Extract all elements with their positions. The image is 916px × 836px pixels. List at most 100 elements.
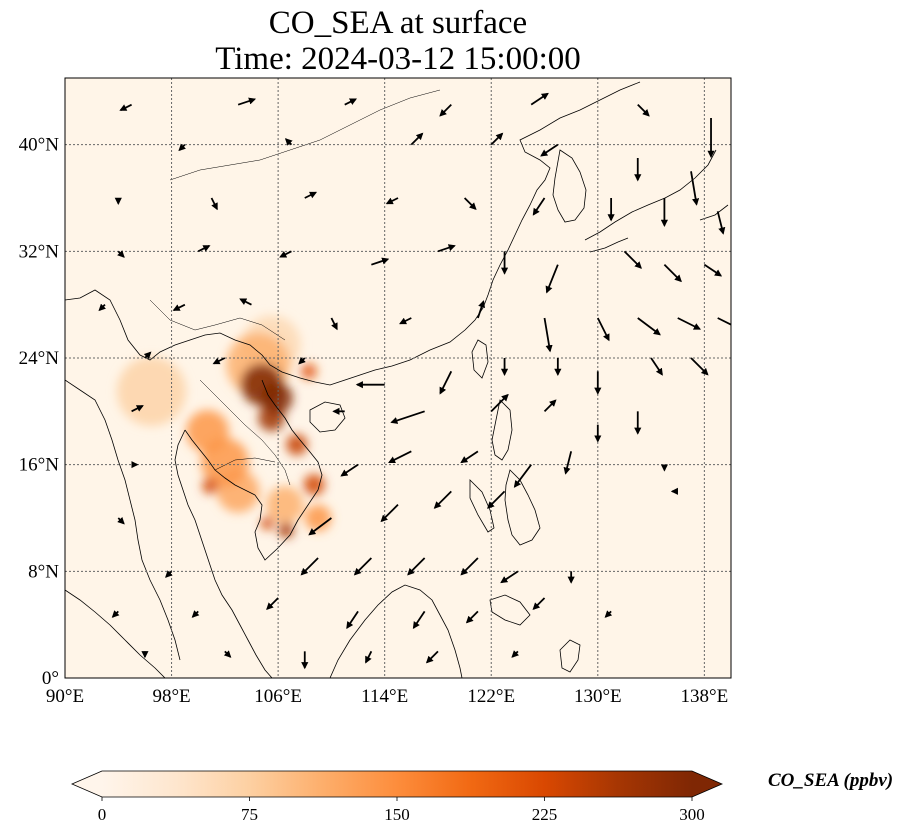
wind-arrow: [304, 191, 318, 199]
wind-arrow: [716, 211, 726, 235]
wind-arrow: [210, 197, 218, 211]
wind-arrow: [390, 410, 425, 424]
wind-arrow: [511, 650, 519, 658]
lon-tick-label: 98°E: [152, 686, 190, 707]
lon-tick-label: 138°E: [681, 686, 729, 707]
lon-tick-label: 114°E: [361, 686, 408, 707]
wind-arrow: [596, 317, 610, 342]
wind-arrow: [460, 557, 479, 576]
wind-arrow: [532, 197, 546, 216]
colorbar-extend-min: [72, 771, 102, 797]
wind-arrow: [545, 264, 559, 294]
wind-arrow: [650, 357, 663, 376]
wind-arrow: [191, 610, 200, 618]
co-hotspot: [202, 478, 219, 494]
wind-arrow: [425, 650, 439, 664]
wind-arrow: [433, 490, 452, 509]
wind-arrow: [543, 317, 553, 353]
wind-arrow: [563, 451, 573, 475]
wind-arrow: [340, 463, 359, 477]
wind-arrow: [178, 143, 186, 152]
co-concentration-field: [116, 315, 332, 538]
wind-arrow: [477, 300, 486, 319]
co-hotspot: [260, 516, 275, 530]
wind-arrow: [690, 357, 709, 376]
wind-arrow: [439, 370, 453, 395]
wind-arrow: [490, 132, 504, 146]
wind-arrow: [388, 450, 412, 464]
wind-arrow: [385, 197, 399, 205]
co-hotspot: [300, 363, 317, 380]
wind-arrow: [98, 303, 107, 312]
colorbar-tick-label: 300: [679, 805, 705, 824]
lat-tick-label: 8°N: [28, 561, 59, 582]
lat-tick-label: 0°: [42, 668, 59, 689]
colorbar-gradient: [102, 771, 692, 797]
wind-arrow: [637, 317, 661, 336]
wind-arrow: [637, 104, 650, 117]
wind-arrow: [353, 557, 372, 576]
wind-arrow: [407, 557, 426, 576]
wind-arrow: [513, 464, 532, 488]
wind-arrow: [543, 399, 557, 412]
wind-arrow: [298, 356, 306, 365]
lat-tick-label: 40°N: [19, 135, 60, 156]
wind-arrow: [465, 610, 479, 624]
longitude-axis: 90°E 98°E 106°E 114°E 122°E 130°E 138°E: [46, 686, 728, 707]
wind-arrow: [284, 138, 293, 146]
co-hotspot: [278, 522, 295, 538]
wind-arrow: [371, 257, 390, 266]
wind-arrow: [663, 264, 682, 283]
map-subtitle-time: Time: 2024-03-12 15:00:00: [215, 41, 581, 77]
wind-arrow: [117, 250, 125, 258]
wind-arrow: [330, 317, 338, 331]
wind-arrow: [365, 650, 373, 664]
co-hotspot: [260, 382, 293, 414]
wind-arrow: [266, 597, 279, 611]
wind-arrow: [623, 250, 642, 269]
wind-arrow: [460, 450, 479, 464]
wind-arrow: [344, 98, 358, 106]
wind-arrow: [703, 263, 723, 277]
wind-arrow: [346, 610, 359, 630]
wind-arrow: [540, 143, 559, 157]
coastlines: [65, 81, 729, 678]
wind-arrow: [308, 517, 332, 536]
wind-arrow: [197, 245, 211, 253]
wind-arrow: [439, 104, 452, 117]
wind-arrow: [300, 557, 319, 576]
lat-tick-label: 24°N: [19, 348, 60, 369]
lon-tick-label: 106°E: [254, 686, 302, 707]
wind-arrow: [237, 97, 257, 106]
wind-arrow: [677, 317, 702, 330]
wind-arrow: [165, 570, 173, 578]
co-hotspot: [200, 438, 249, 486]
colorbar-tick-label: 225: [532, 805, 558, 824]
map-title: CO_SEA at surface: [268, 5, 528, 41]
wind-arrow: [111, 610, 120, 618]
wind-arrow: [410, 132, 424, 146]
wind-arrow: [212, 357, 226, 365]
wind-arrow: [604, 610, 613, 618]
wind-arrow: [380, 504, 399, 523]
lat-tick-label: 16°N: [19, 455, 60, 476]
lon-tick-label: 122°E: [467, 686, 515, 707]
wind-arrow: [463, 197, 477, 211]
graticule: [65, 78, 731, 678]
wind-arrow: [119, 103, 133, 111]
colorbar-tick-label: 150: [384, 805, 410, 824]
wind-arrow: [717, 317, 731, 326]
wind-arrow: [239, 298, 252, 306]
wind-arrow: [279, 250, 292, 258]
wind-arrow: [530, 92, 549, 106]
co-hotspot: [303, 474, 325, 496]
wind-arrow: [399, 317, 412, 325]
wind-arrow: [143, 351, 152, 360]
colorbar-label: CO_SEA (ppbv): [768, 770, 894, 791]
wind-arrow: [412, 610, 426, 630]
lon-tick-label: 130°E: [574, 686, 622, 707]
wind-arrow: [487, 490, 506, 509]
wind-arrow: [490, 393, 509, 412]
colorbar-tick-label: 75: [241, 805, 258, 824]
wind-arrow: [690, 171, 700, 206]
